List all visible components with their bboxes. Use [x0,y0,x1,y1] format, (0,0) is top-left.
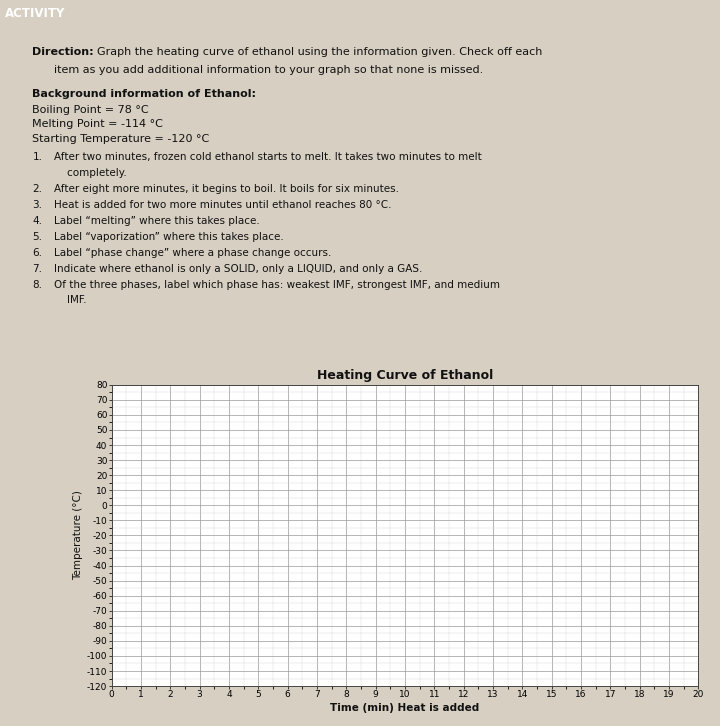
Text: Background information of Ethanol:: Background information of Ethanol: [32,89,256,99]
Text: IMF.: IMF. [54,295,86,306]
X-axis label: Time (min) Heat is added: Time (min) Heat is added [330,703,480,714]
Text: 2.: 2. [32,184,42,194]
Text: Label “vaporization” where this takes place.: Label “vaporization” where this takes pl… [54,232,284,242]
Text: Heat is added for two more minutes until ethanol reaches 80 °C.: Heat is added for two more minutes until… [54,200,392,210]
Text: Direction:: Direction: [32,47,94,57]
Text: 6.: 6. [32,248,42,258]
Text: 4.: 4. [32,216,42,226]
Text: After eight more minutes, it begins to boil. It boils for six minutes.: After eight more minutes, it begins to b… [54,184,399,194]
Text: Label “melting” where this takes place.: Label “melting” where this takes place. [54,216,260,226]
Text: Indicate where ethanol is only a SOLID, only a LIQUID, and only a GAS.: Indicate where ethanol is only a SOLID, … [54,264,423,274]
Text: After two minutes, frozen cold ethanol starts to melt. It takes two minutes to m: After two minutes, frozen cold ethanol s… [54,152,482,162]
Text: 3.: 3. [32,200,42,210]
Title: Heating Curve of Ethanol: Heating Curve of Ethanol [317,370,493,382]
Text: Boiling Point = 78 °C: Boiling Point = 78 °C [32,105,149,115]
Text: ACTIVITY: ACTIVITY [5,7,66,20]
Text: Melting Point = -114 °C: Melting Point = -114 °C [32,119,163,129]
Text: item as you add additional information to your graph so that none is missed.: item as you add additional information t… [54,65,483,76]
Text: Label “phase change” where a phase change occurs.: Label “phase change” where a phase chang… [54,248,331,258]
Text: 1.: 1. [32,152,42,162]
Text: Graph the heating curve of ethanol using the information given. Check off each: Graph the heating curve of ethanol using… [97,47,543,57]
Text: Starting Temperature = -120 °C: Starting Temperature = -120 °C [32,134,210,144]
Y-axis label: Temperature (°C): Temperature (°C) [73,491,83,580]
Text: 5.: 5. [32,232,42,242]
Text: Of the three phases, label which phase has: weakest IMF, strongest IMF, and medi: Of the three phases, label which phase h… [54,280,500,290]
Text: 7.: 7. [32,264,42,274]
Text: completely.: completely. [54,168,127,178]
Text: 8.: 8. [32,280,42,290]
